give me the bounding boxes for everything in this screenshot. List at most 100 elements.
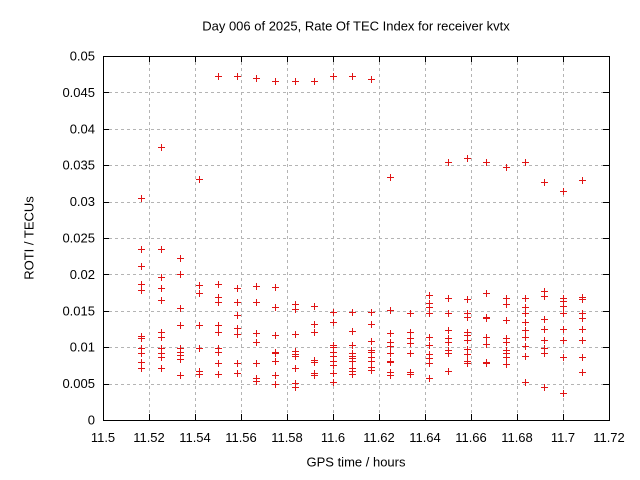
data-point [253, 299, 260, 306]
data-point [483, 315, 490, 322]
data-point [330, 73, 337, 80]
data-point [560, 303, 567, 310]
y-tick-label: 0.03 [70, 194, 95, 209]
data-point [234, 299, 241, 306]
data-point [503, 301, 510, 308]
data-point [579, 296, 586, 303]
data-point [368, 76, 375, 83]
data-point [407, 350, 414, 357]
data-point [292, 331, 299, 338]
x-tick-label: 11.68 [501, 430, 533, 445]
data-point [234, 360, 241, 367]
data-point [215, 73, 222, 80]
x-tick-label: 11.62 [363, 430, 395, 445]
x-tick-label: 11.6 [321, 430, 345, 445]
y-tick-label: 0.045 [62, 85, 95, 100]
data-point [579, 369, 586, 376]
data-point [579, 177, 586, 184]
data-point [177, 356, 184, 363]
data-point [445, 295, 452, 302]
data-point [426, 342, 433, 349]
y-tick-label: 0.02 [70, 267, 95, 282]
data-point [522, 304, 529, 311]
data-point [560, 188, 567, 195]
data-point [368, 321, 375, 328]
data-point [483, 360, 490, 367]
data-point [522, 159, 529, 166]
data-point [522, 353, 529, 360]
data-point [445, 368, 452, 375]
data-point [215, 360, 222, 367]
data-point [349, 328, 356, 335]
data-point [234, 325, 241, 332]
y-tick-label: 0 [88, 413, 95, 428]
data-point [272, 381, 279, 388]
data-point [330, 379, 337, 386]
x-tick-label: 11.56 [225, 430, 257, 445]
data-point [368, 309, 375, 316]
data-point [407, 310, 414, 317]
data-point [522, 319, 529, 326]
data-point [503, 164, 510, 171]
data-point [234, 331, 241, 338]
y-tick-label: 0.035 [62, 158, 95, 173]
data-point [138, 350, 145, 357]
data-point [234, 73, 241, 80]
data-point [464, 337, 471, 344]
data-point [272, 332, 279, 339]
x-tick-label: 11.58 [271, 430, 303, 445]
x-tick-label: 11.54 [179, 430, 211, 445]
data-point [349, 358, 356, 365]
data-point [522, 379, 529, 386]
data-point [483, 334, 490, 341]
data-point [138, 263, 145, 270]
data-point [503, 354, 510, 361]
y-tick-label: 0.05 [70, 49, 95, 64]
data-point [522, 295, 529, 302]
data-point [426, 360, 433, 367]
data-point [407, 329, 414, 336]
data-point [349, 371, 356, 378]
data-point [560, 310, 567, 317]
data-point [138, 365, 145, 372]
data-point [426, 375, 433, 382]
x-tick-label: 11.7 [551, 430, 575, 445]
data-point [138, 195, 145, 202]
data-point [541, 293, 548, 300]
data-point [464, 351, 471, 358]
data-point [541, 316, 548, 323]
data-point [196, 345, 203, 352]
y-tick-label: 0.005 [62, 376, 95, 391]
data-point [292, 365, 299, 372]
data-point [426, 334, 433, 341]
data-point [292, 306, 299, 313]
data-point [368, 367, 375, 374]
data-point [464, 155, 471, 162]
data-point [215, 281, 222, 288]
data-point [445, 310, 452, 317]
data-point [541, 384, 548, 391]
data-point [272, 78, 279, 85]
data-point [177, 372, 184, 379]
data-point [158, 297, 165, 304]
data-point [464, 296, 471, 303]
data-point [253, 378, 260, 385]
data-point [272, 358, 279, 365]
data-point [158, 144, 165, 151]
data-point [330, 362, 337, 369]
x-tick-label: 11.72 [593, 430, 625, 445]
data-point [177, 255, 184, 262]
y-tick-label: 0.015 [62, 303, 95, 318]
data-point [464, 360, 471, 367]
data-point [177, 271, 184, 278]
data-point [215, 299, 222, 306]
data-point [483, 341, 490, 348]
data-point [158, 285, 165, 292]
data-point [483, 159, 490, 166]
data-point [464, 314, 471, 321]
data-point [560, 354, 567, 361]
data-point [196, 282, 203, 289]
data-point [579, 315, 586, 322]
